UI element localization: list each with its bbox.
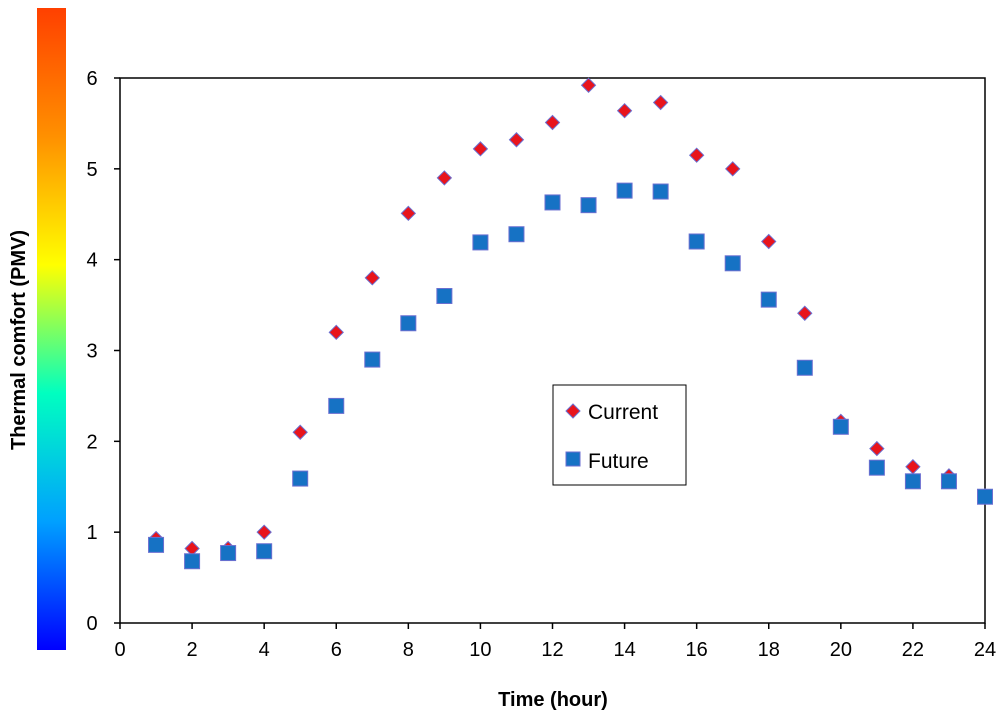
data-point-current bbox=[292, 424, 308, 440]
data-point-future bbox=[220, 545, 237, 562]
data-point-current bbox=[905, 459, 921, 475]
data-point-future bbox=[832, 418, 849, 435]
data-point-future bbox=[436, 288, 453, 304]
data-point-current bbox=[508, 132, 525, 148]
legend-marker-future bbox=[565, 451, 581, 467]
data-point-future bbox=[688, 233, 705, 250]
x-tick-label: 4 bbox=[259, 639, 270, 661]
legend-marker-current bbox=[565, 403, 581, 419]
data-point-current bbox=[256, 524, 272, 540]
data-point-future bbox=[796, 359, 813, 376]
y-tick-label: 5 bbox=[86, 159, 97, 181]
data-point-future bbox=[760, 291, 777, 308]
x-axis: 0 2 4 6 8 10 12 14 16 18 20 22 24 bbox=[114, 623, 996, 661]
data-point-future bbox=[148, 536, 165, 553]
data-point-future bbox=[544, 194, 561, 211]
series-future bbox=[148, 182, 993, 570]
y-tick-label: 4 bbox=[86, 250, 97, 272]
data-point-future bbox=[868, 459, 885, 476]
legend: Current Future bbox=[552, 384, 687, 486]
x-tick-label: 14 bbox=[613, 639, 635, 661]
y-axis-title: Thermal comfort (PMV) bbox=[8, 230, 30, 450]
y-tick-label: 6 bbox=[86, 68, 97, 90]
x-tick-label: 0 bbox=[114, 639, 125, 661]
data-point-future bbox=[184, 553, 201, 570]
data-point-future bbox=[977, 488, 993, 505]
data-point-current bbox=[544, 114, 561, 131]
data-point-current bbox=[725, 161, 741, 177]
data-point-future bbox=[256, 543, 273, 560]
data-point-current bbox=[400, 205, 417, 222]
data-point-current bbox=[688, 147, 705, 163]
data-point-future bbox=[652, 183, 669, 200]
data-point-future bbox=[472, 234, 489, 251]
data-point-current bbox=[472, 141, 489, 157]
legend-box bbox=[552, 384, 687, 486]
data-point-current bbox=[797, 305, 813, 321]
data-point-future bbox=[904, 473, 921, 490]
data-point-future bbox=[724, 255, 741, 272]
data-point-future bbox=[508, 226, 525, 243]
data-point-current bbox=[761, 233, 777, 250]
data-point-future bbox=[400, 315, 417, 332]
x-axis-title: Time (hour) bbox=[498, 689, 608, 711]
colorbar bbox=[37, 8, 66, 650]
legend-label-future: Future bbox=[588, 450, 649, 473]
data-point-current bbox=[364, 270, 380, 286]
data-point-current bbox=[869, 440, 885, 457]
data-point-future bbox=[940, 473, 957, 490]
data-point-current bbox=[436, 170, 453, 186]
data-point-current bbox=[652, 94, 669, 111]
x-tick-label: 8 bbox=[403, 639, 414, 661]
x-tick-label: 12 bbox=[541, 639, 563, 661]
y-axis: 0 1 2 3 4 5 6 bbox=[86, 68, 120, 635]
data-point-current bbox=[328, 324, 344, 341]
plot-area bbox=[119, 77, 986, 624]
x-tick-label: 22 bbox=[902, 639, 924, 661]
y-tick-label: 2 bbox=[86, 431, 97, 453]
x-tick-label: 16 bbox=[686, 639, 708, 661]
data-point-future bbox=[580, 197, 597, 214]
y-tick-label: 3 bbox=[86, 341, 97, 363]
data-point-future bbox=[328, 397, 345, 414]
y-tick-label: 1 bbox=[86, 522, 97, 544]
x-tick-label: 20 bbox=[830, 639, 852, 661]
data-point-future bbox=[616, 182, 633, 199]
data-point-future bbox=[292, 470, 309, 487]
data-series bbox=[148, 77, 993, 570]
y-tick-label: 0 bbox=[86, 613, 97, 635]
x-tick-label: 10 bbox=[469, 639, 491, 661]
data-point-current bbox=[580, 77, 597, 93]
x-tick-label: 18 bbox=[758, 639, 780, 661]
data-point-current bbox=[616, 102, 633, 119]
legend-label-current: Current bbox=[588, 401, 658, 424]
x-tick-label: 6 bbox=[331, 639, 342, 661]
x-tick-label: 24 bbox=[974, 639, 996, 661]
x-tick-label: 2 bbox=[187, 639, 198, 661]
data-point-future bbox=[364, 351, 381, 368]
